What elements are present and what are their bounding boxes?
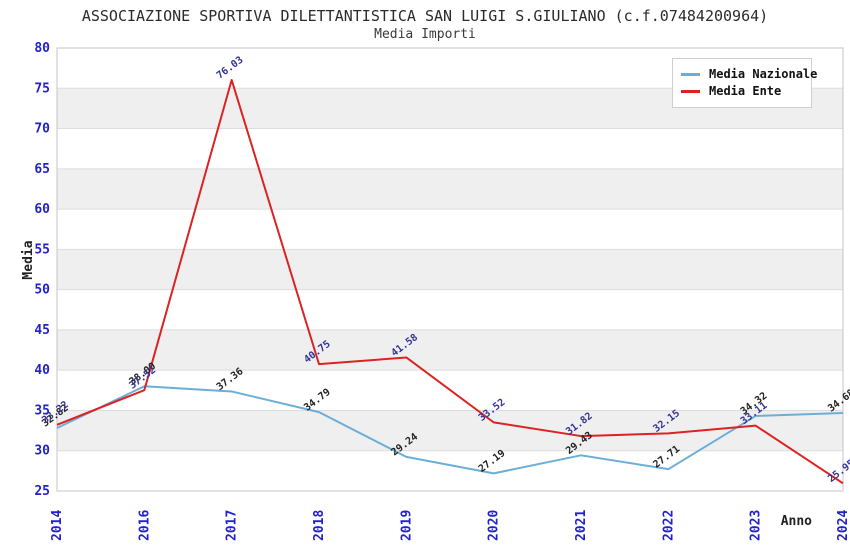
chart-title: ASSOCIAZIONE SPORTIVA DILETTANTISTICA SA… (81, 7, 769, 25)
plot-band (57, 289, 843, 330)
plot-band (57, 450, 843, 491)
y-tick-label: 75 (34, 81, 50, 96)
x-tick-label: 2020 (487, 510, 502, 541)
series-line-media-ente (56, 78, 844, 485)
legend-swatch-media-nazionale (681, 72, 700, 76)
y-tick-label: 60 (34, 202, 50, 217)
y-tick-label: 80 (34, 41, 50, 56)
legend: Media Nazionale Media Ente (672, 58, 817, 108)
plot-band (57, 249, 843, 290)
y-tick-label: 50 (34, 283, 50, 298)
y-tick-label: 65 (34, 162, 50, 177)
x-tick-label: 2024 (836, 510, 850, 541)
y-tick-label: 25 (34, 484, 50, 499)
series-line-media-nazionale (56, 385, 844, 475)
y-axis-title: Media (21, 240, 36, 280)
plot-band (57, 329, 843, 371)
plot-band (57, 209, 843, 250)
y-tick-label: 35 (34, 403, 50, 418)
chart-subtitle: Media Importi (374, 27, 476, 42)
x-tick-label: 2021 (574, 510, 589, 541)
x-tick-label: 2019 (399, 510, 414, 541)
x-tick-label: 2018 (312, 510, 327, 541)
legend-label: Media Ente (709, 84, 782, 98)
y-tick-label: 40 (34, 363, 50, 378)
y-tick-label: 30 (34, 444, 50, 459)
x-tick-label: 2017 (225, 510, 240, 541)
x-tick-label: 2016 (137, 510, 152, 541)
plot-band (57, 128, 843, 169)
y-tick-label: 45 (34, 323, 50, 338)
legend-label: Media Nazionale (709, 67, 818, 81)
y-tick-label: 55 (34, 242, 50, 257)
legend-item-media-nazionale: Media Nazionale (681, 67, 817, 81)
y-tick-label: 70 (34, 122, 50, 137)
x-tick-label: 2022 (661, 510, 676, 541)
x-tick-label: 2014 (50, 510, 65, 541)
x-tick-label: 2023 (749, 510, 764, 541)
x-axis-title: Anno (780, 514, 812, 529)
legend-item-media-ente: Media Ente (681, 84, 803, 98)
plot-border (56, 47, 844, 492)
legend-swatch-media-ente (681, 89, 700, 93)
plot-band (57, 168, 843, 210)
plot-band (57, 410, 843, 451)
